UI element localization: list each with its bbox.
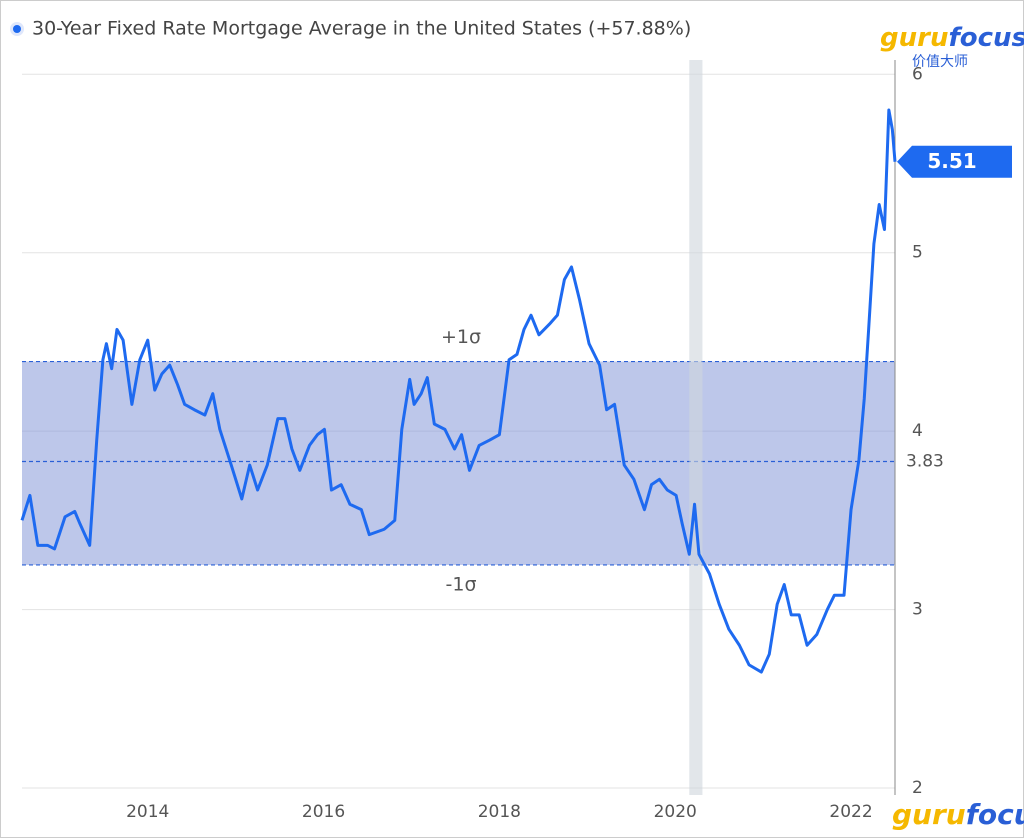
value-tag-label: 5.51 bbox=[927, 149, 976, 173]
logo-part: focus bbox=[966, 798, 1024, 831]
sigma-band bbox=[22, 361, 895, 565]
shaded-period bbox=[689, 60, 703, 795]
band-label: -1σ bbox=[446, 573, 477, 595]
x-tick-label: 2014 bbox=[126, 802, 169, 822]
y-tick-label: 6 bbox=[912, 64, 923, 84]
y-tick-label: 4 bbox=[912, 421, 923, 441]
logo: gurufocus bbox=[880, 23, 1024, 53]
chart-title: 30-Year Fixed Rate Mortgage Average in t… bbox=[32, 18, 691, 40]
legend-dot bbox=[13, 25, 21, 33]
logo-part: focus bbox=[948, 23, 1024, 53]
y-tick-label: 5 bbox=[912, 243, 923, 263]
data-line bbox=[20, 108, 897, 674]
x-tick-label: 2016 bbox=[302, 802, 345, 822]
x-tick-label: 2018 bbox=[478, 802, 521, 822]
y-tick-label: 3 bbox=[912, 600, 923, 620]
logo-part: guru bbox=[892, 798, 966, 831]
logo-part: guru bbox=[880, 23, 948, 53]
band-label: +1σ bbox=[441, 326, 481, 348]
logo: gurufocus bbox=[892, 798, 1024, 831]
x-tick-label: 2022 bbox=[829, 802, 872, 822]
logo-tagline: 价值大师 bbox=[912, 54, 968, 70]
mean-label: 3.83 bbox=[906, 451, 944, 471]
x-tick-label: 2020 bbox=[654, 802, 697, 822]
value-tag bbox=[897, 145, 1012, 178]
y-tick-label: 2 bbox=[912, 778, 923, 798]
